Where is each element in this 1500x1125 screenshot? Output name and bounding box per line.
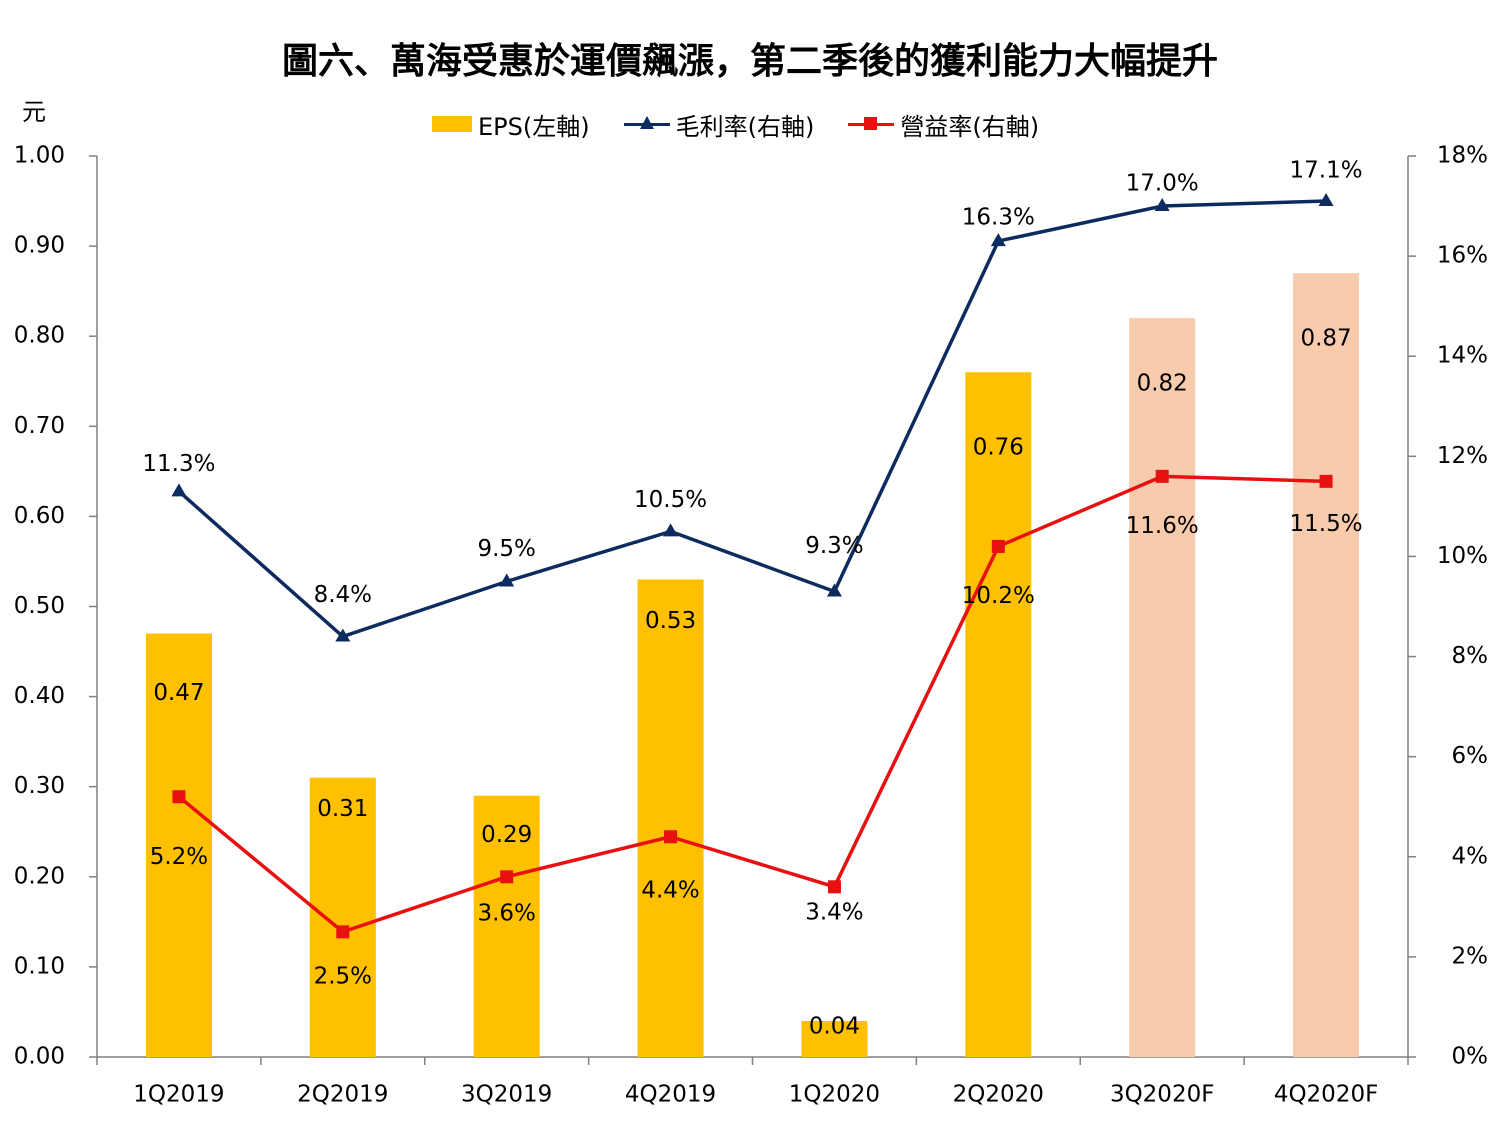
left-axis-tick-label: 0.40 [14, 683, 65, 709]
gross-margin-marker [171, 483, 187, 497]
operating-margin-marker [991, 539, 1005, 553]
gross-margin-marker [990, 233, 1006, 247]
eps-data-label: 0.87 [1300, 326, 1351, 352]
left-axis-tick-label: 1.00 [14, 143, 65, 169]
right-axis-tick-label: 6% [1452, 743, 1489, 769]
gross-margin-marker [826, 583, 842, 597]
left-axis-tick-label: 0.50 [14, 593, 65, 619]
right-axis-tick-label: 2% [1452, 943, 1489, 969]
right-axis-tick-label: 12% [1437, 443, 1488, 469]
x-axis-tick-label: 2Q2019 [297, 1082, 388, 1108]
gross-margin-marker [335, 628, 351, 642]
gross-margin-data-label: 8.4% [314, 582, 372, 608]
eps-bar [637, 579, 704, 1057]
left-axis-tick-label: 0.60 [14, 503, 65, 529]
operating-margin-marker [1155, 469, 1169, 483]
x-axis-tick-label: 3Q2019 [461, 1082, 552, 1108]
operating-margin-line [177, 474, 1327, 934]
left-axis-tick-label: 0.30 [14, 773, 65, 799]
x-axis-tick-label: 4Q2020F [1274, 1082, 1379, 1108]
eps-bar [1293, 273, 1360, 1057]
right-axis-tick-label: 16% [1437, 243, 1488, 269]
operating-margin-data-label: 3.6% [477, 900, 535, 926]
legend-item-gross-margin: 毛利率(右軸) [623, 107, 815, 142]
left-axis-tick-label: 0.20 [14, 863, 65, 889]
eps-bar [801, 1020, 868, 1057]
legend-label-operating-margin: 營益率(右軸) [900, 112, 1040, 141]
operating-margin-data-label: 11.6% [1126, 513, 1199, 539]
right-axis-tick-label: 10% [1437, 543, 1488, 569]
gross-margin-marker [663, 523, 679, 537]
gross-margin-data-label: 16.3% [962, 205, 1035, 231]
operating-margin-data-label: 2.5% [314, 963, 372, 989]
gross-margin-data-label: 10.5% [634, 487, 707, 513]
gross-margin-marker [1318, 193, 1334, 207]
gross-margin-data-label: 9.5% [477, 536, 535, 562]
x-axis-tick-label: 4Q2019 [625, 1082, 716, 1108]
right-axis-tick-label: 4% [1452, 843, 1489, 869]
eps-bar [309, 777, 376, 1057]
operating-margin-marker [1319, 474, 1333, 488]
gross-margin-data-label: 17.0% [1126, 171, 1199, 197]
legend-label-gross-margin: 毛利率(右軸) [675, 112, 815, 141]
legend-swatch-eps [432, 116, 472, 132]
x-axis-tick-label: 3Q2020F [1110, 1082, 1215, 1108]
operating-margin-data-label: 3.4% [805, 899, 863, 925]
operating-margin-data-label: 5.2% [150, 844, 208, 870]
eps-data-label: 0.04 [809, 1013, 860, 1039]
eps-data-label: 0.76 [973, 435, 1024, 461]
eps-data-label: 0.31 [317, 796, 368, 822]
left-axis-tick-label: 0.90 [14, 233, 65, 259]
eps-data-label: 0.29 [481, 822, 532, 848]
x-axis-tick-label: 1Q2019 [133, 1082, 224, 1108]
eps-bar [965, 372, 1032, 1057]
operating-margin-marker [500, 870, 514, 884]
left-axis-tick-label: 0.10 [14, 953, 65, 979]
eps-data-label: 0.47 [153, 680, 204, 706]
left-axis-unit-label: 元 [22, 98, 46, 126]
right-axis-tick-label: 0% [1452, 1044, 1489, 1070]
gross-margin-data-label: 17.1% [1290, 158, 1363, 184]
operating-margin-marker [664, 830, 678, 844]
operating-margin-marker [827, 880, 841, 894]
x-axis-tick-label: 1Q2020 [789, 1082, 880, 1108]
gross-margin-marker [499, 573, 515, 587]
legend-label-eps: EPS(左軸) [478, 112, 590, 141]
right-axis-tick-label: 8% [1452, 643, 1489, 669]
operating-margin-marker [172, 790, 186, 804]
eps-bar [145, 633, 212, 1057]
legend-item-eps: EPS(左軸) [432, 107, 590, 142]
chart-title: 圖六、萬海受惠於運價飆漲，第二季後的獲利能力大幅提升 [281, 41, 1218, 82]
right-axis-tick-label: 14% [1437, 343, 1488, 369]
left-axis-tick-label: 0.00 [14, 1044, 65, 1070]
left-axis-tick-label: 0.70 [14, 413, 65, 439]
left-axis-tick-label: 0.80 [14, 323, 65, 349]
operating-margin-data-label: 11.5% [1290, 511, 1363, 537]
gross-margin-line [177, 199, 1327, 639]
eps-data-label: 0.82 [1137, 371, 1188, 397]
eps-bar [473, 795, 540, 1057]
operating-margin-data-label: 10.2% [962, 583, 1035, 609]
gross-margin-data-label: 11.3% [142, 451, 215, 477]
right-axis-tick-label: 18% [1437, 143, 1488, 169]
legend-swatch-operating-margin [848, 114, 895, 134]
x-axis-tick-label: 2Q2020 [953, 1082, 1044, 1108]
operating-margin-data-label: 4.4% [641, 877, 699, 903]
eps-bar [1129, 318, 1196, 1057]
legend-item-operating-margin: 營益率(右軸) [848, 107, 1039, 142]
operating-margin-marker [336, 925, 350, 939]
eps-data-label: 0.53 [645, 608, 696, 634]
gross-margin-marker [1154, 198, 1170, 212]
gross-margin-data-label: 9.3% [805, 533, 863, 559]
chart-legend: EPS(左軸) 毛利率(右軸) 營益率(右軸) [432, 106, 1039, 142]
legend-swatch-gross-margin [623, 114, 670, 134]
